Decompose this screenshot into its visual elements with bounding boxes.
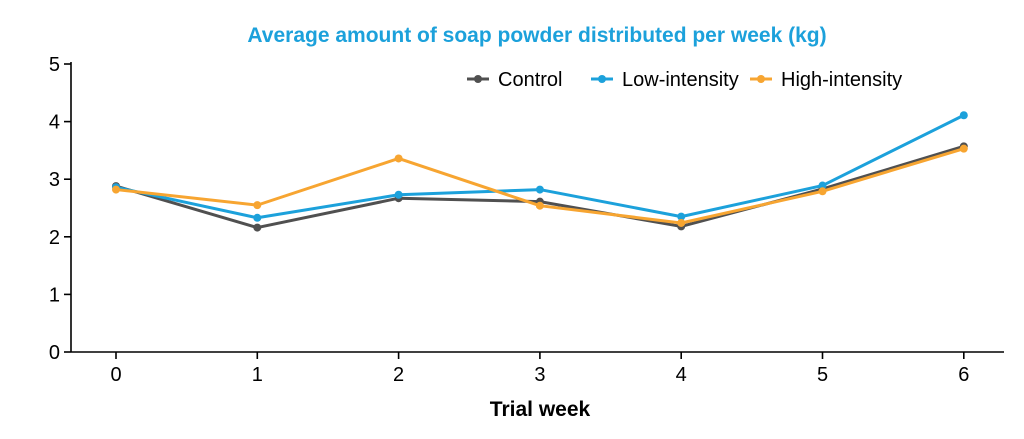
y-tick-label: 2: [49, 227, 60, 249]
x-tick-label: 1: [252, 364, 263, 386]
data-point-low-intensity: [959, 111, 968, 120]
data-point-control: [253, 223, 262, 232]
data-point-high-intensity: [394, 154, 403, 163]
x-axis-title: Trial week: [490, 398, 591, 421]
data-point-low-intensity: [253, 213, 262, 222]
data-point-high-intensity: [818, 187, 827, 196]
x-tick-label: 5: [817, 364, 828, 386]
x-tick-label: 2: [393, 364, 404, 386]
legend-swatch-marker: [757, 75, 765, 83]
y-tick-label: 3: [49, 169, 60, 191]
data-point-low-intensity: [535, 185, 544, 194]
data-point-low-intensity: [394, 190, 403, 199]
y-axis-ticks: 0 1 2 3 4 5: [49, 54, 71, 364]
legend: Control Low-intensity High-intensity: [467, 69, 902, 91]
y-tick-label: 4: [49, 112, 60, 134]
legend-item-control: Control: [467, 69, 562, 91]
axes: [70, 62, 1004, 353]
data-point-high-intensity: [535, 201, 544, 210]
legend-item-high-intensity: High-intensity: [750, 69, 902, 91]
data-point-high-intensity: [959, 144, 968, 153]
data-point-high-intensity: [677, 218, 686, 227]
legend-label: High-intensity: [781, 69, 902, 91]
legend-swatch-marker: [598, 75, 606, 83]
x-tick-label: 3: [534, 364, 545, 386]
series-high-intensity: [112, 144, 968, 227]
series-layer: [112, 111, 968, 232]
data-point-high-intensity: [253, 201, 262, 210]
legend-item-low-intensity: Low-intensity: [591, 69, 739, 91]
y-tick-label: 5: [49, 54, 60, 76]
x-tick-label: 4: [676, 364, 687, 386]
x-tick-label: 0: [110, 364, 121, 386]
chart-title: Average amount of soap powder distribute…: [247, 24, 826, 47]
x-tick-label: 6: [958, 364, 969, 386]
data-point-high-intensity: [112, 185, 120, 194]
y-tick-label: 1: [49, 284, 60, 306]
y-tick-label: 0: [49, 342, 60, 364]
legend-label: Low-intensity: [622, 69, 739, 91]
x-axis-ticks: 0 1 2 3 4 5 6: [110, 352, 969, 386]
data-point-low-intensity: [677, 212, 686, 221]
legend-swatch-marker: [474, 75, 482, 83]
data-point-low-intensity: [818, 181, 827, 190]
legend-label: Control: [498, 69, 562, 91]
